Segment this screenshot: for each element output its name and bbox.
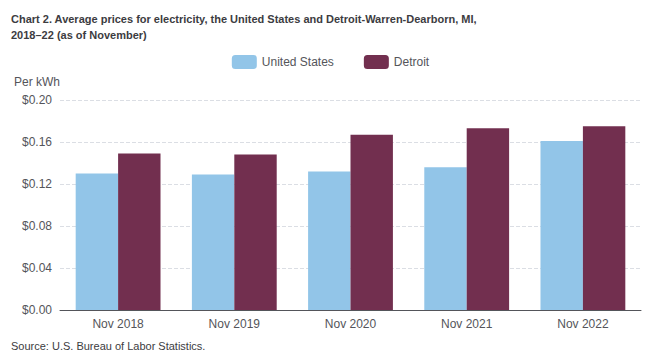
svg-text:$0.08: $0.08 (22, 219, 52, 233)
svg-text:$0.04: $0.04 (22, 261, 52, 275)
svg-text:Nov 2021: Nov 2021 (441, 317, 493, 331)
svg-text:Detroit: Detroit (394, 55, 430, 69)
svg-text:United States: United States (262, 55, 334, 69)
svg-text:Nov 2019: Nov 2019 (209, 317, 261, 331)
svg-text:Per kWh: Per kWh (14, 75, 60, 89)
svg-text:Chart 2. Average prices for el: Chart 2. Average prices for electricity,… (11, 13, 477, 25)
svg-text:$0.20: $0.20 (22, 93, 52, 107)
svg-text:Nov 2020: Nov 2020 (325, 317, 377, 331)
svg-text:Nov 2018: Nov 2018 (92, 317, 144, 331)
svg-text:Nov 2022: Nov 2022 (557, 317, 609, 331)
svg-text:$0.12: $0.12 (22, 177, 52, 191)
svg-text:$0.00: $0.00 (22, 303, 52, 317)
svg-text:$0.16: $0.16 (22, 135, 52, 149)
svg-text:Source: U.S. Bureau of Labor S: Source: U.S. Bureau of Labor Statistics. (11, 340, 205, 352)
svg-text:2018–22 (as of November): 2018–22 (as of November) (11, 29, 147, 41)
